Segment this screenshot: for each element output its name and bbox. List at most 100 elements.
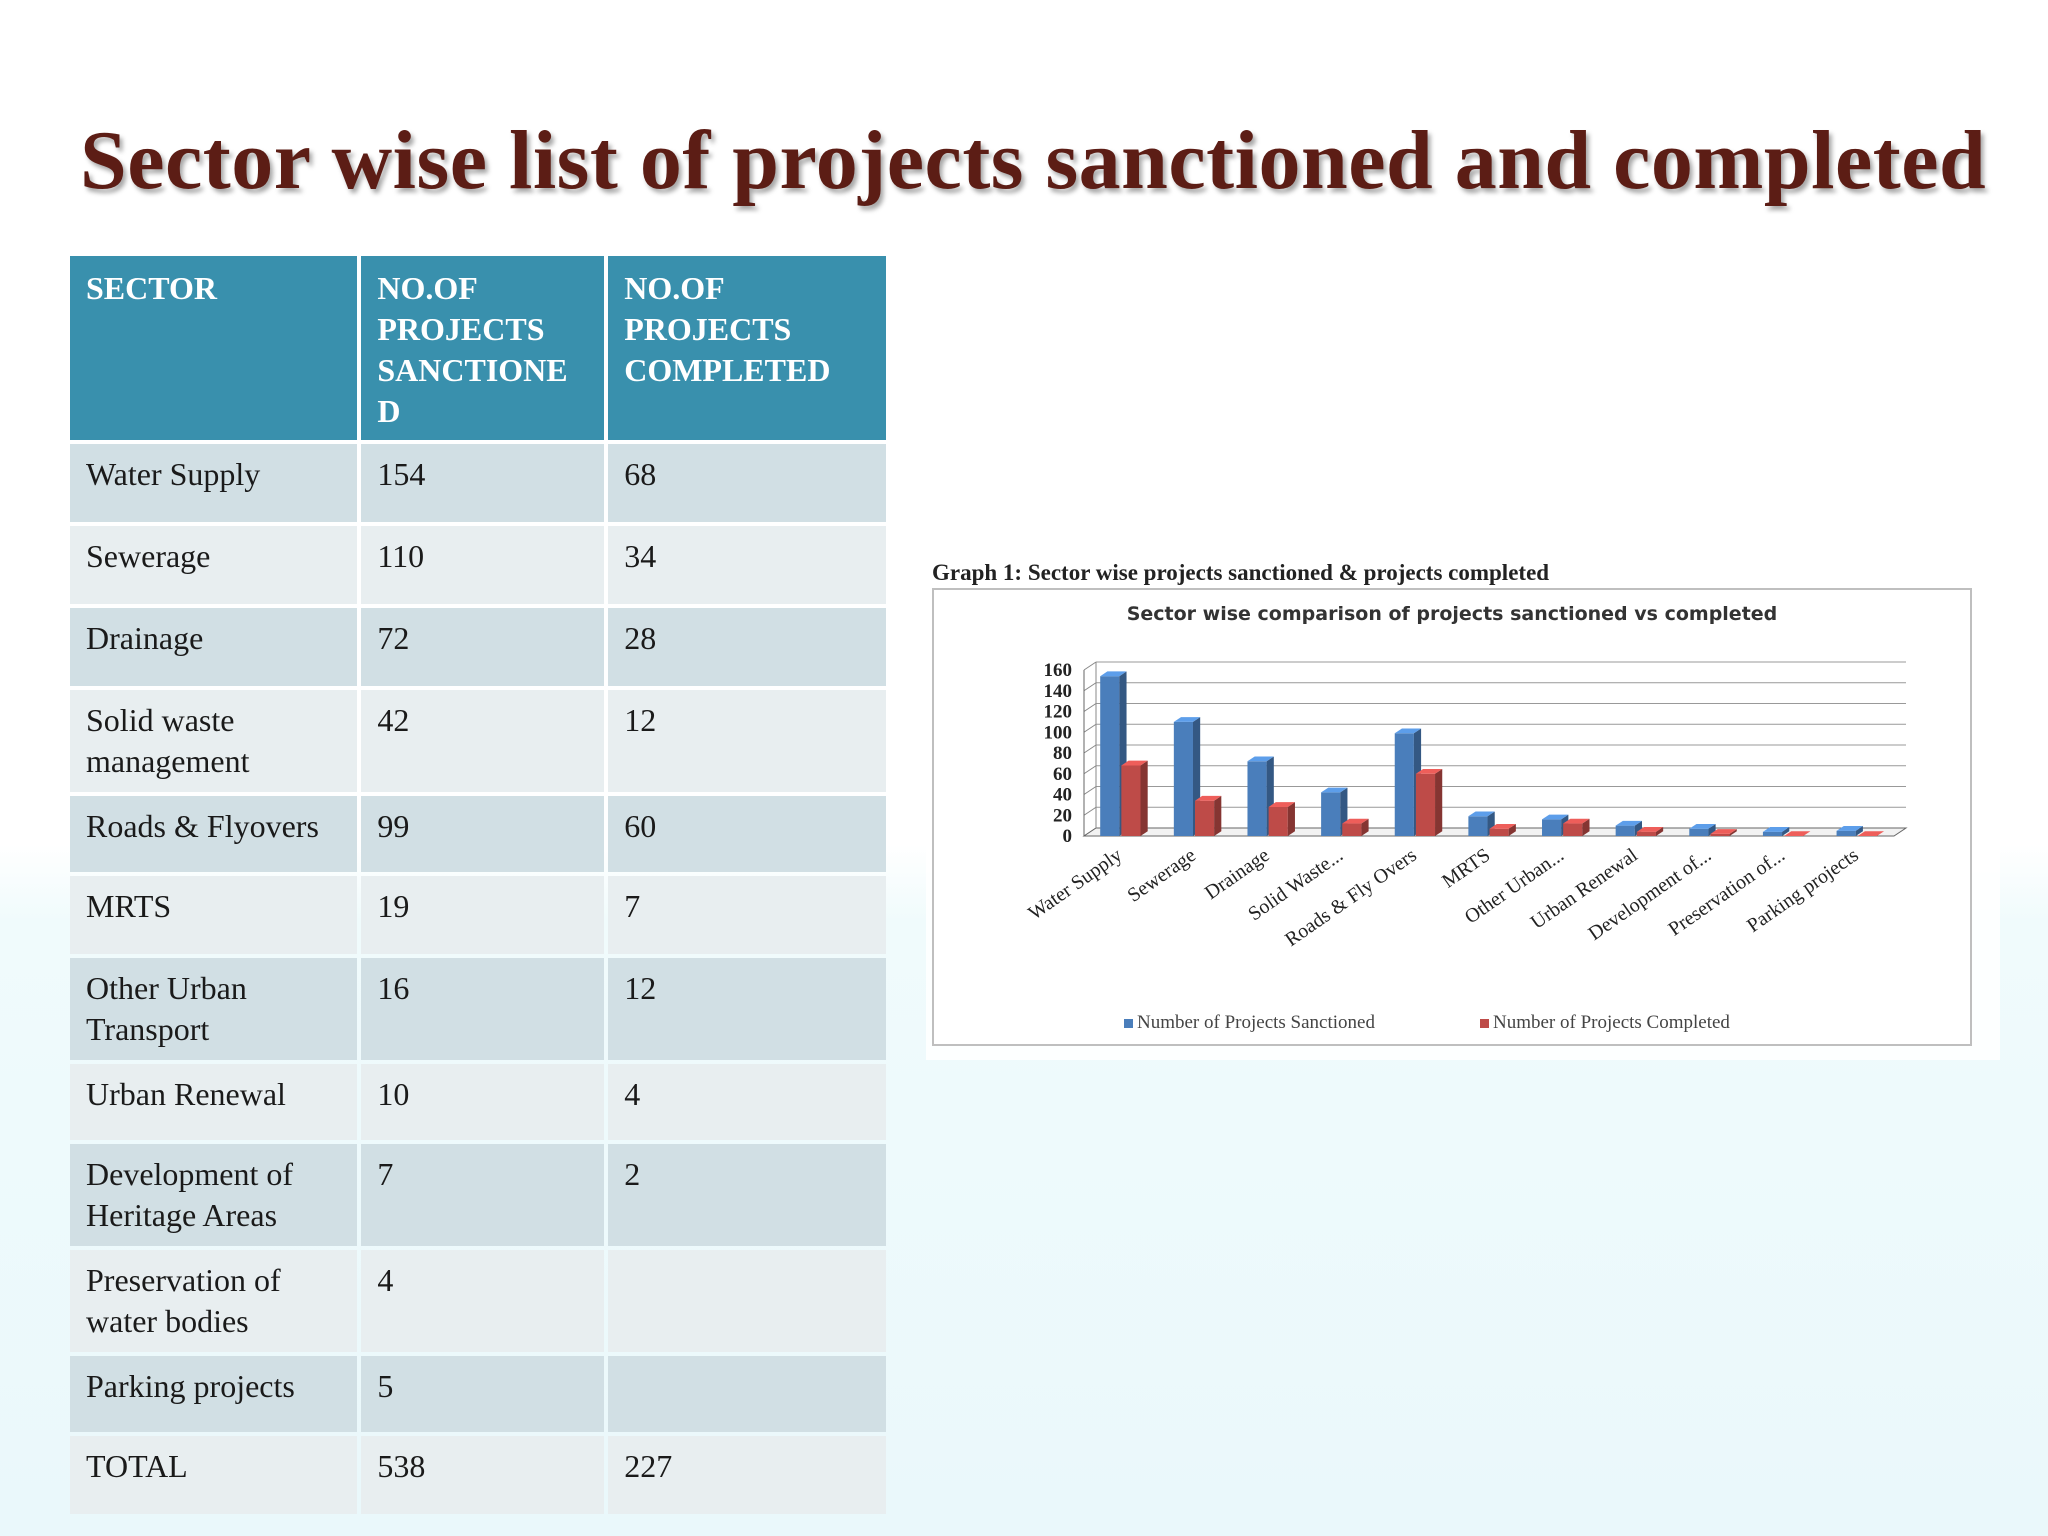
x-category-label: MRTS (1438, 844, 1494, 893)
completed-cell: 60 (608, 796, 886, 872)
bar-top (1268, 802, 1295, 807)
bar-top (1762, 827, 1790, 832)
sanctioned-cell: 19 (361, 876, 605, 954)
sector-cell: Drainage (70, 608, 358, 686)
completed-cell: 227 (608, 1436, 886, 1514)
sector-cell: Parking projects (70, 1356, 358, 1432)
bar-side (1582, 818, 1590, 836)
gridline-depth (1083, 786, 1097, 795)
gridline-depth (1083, 723, 1097, 733)
bar-top (1542, 814, 1569, 820)
bar-chart: Sector wise comparison of projects sanct… (1024, 603, 1908, 1033)
graph-caption: Graph 1: Sector wise projects sanctioned… (932, 560, 1550, 585)
bar-side (1708, 823, 1716, 836)
bar-side (1435, 768, 1443, 836)
table-row: Parking projects 5 (70, 1356, 886, 1432)
y-tick-label: 40 (1053, 785, 1072, 806)
sector-table: SECTOR NO.OF PROJECTS SANCTIONE D NO.OF … (66, 252, 890, 1518)
header-completed: NO.OF PROJECTS COMPLETED (608, 256, 886, 440)
table-row: Other Urban Transport 16 12 (70, 958, 886, 1060)
table-row: Preservation of water bodies 4 (70, 1250, 886, 1352)
completed-cell: 2 (608, 1144, 886, 1246)
completed-cell: 4 (608, 1064, 886, 1140)
bar-completed (1489, 828, 1509, 836)
y-tick-label: 80 (1053, 743, 1072, 764)
completed-cell: 68 (608, 444, 886, 522)
sanctioned-cell: 110 (361, 526, 605, 604)
bar-top (1415, 768, 1443, 774)
table-row: MRTS 19 7 (70, 876, 886, 954)
header-sector: SECTOR (70, 256, 358, 440)
bar-top (1836, 826, 1863, 831)
table-row: Roads & Flyovers 99 60 (70, 796, 886, 872)
y-tick-label: 160 (1044, 660, 1073, 681)
bar-completed (1194, 800, 1215, 836)
table-row: Drainage 72 28 (70, 608, 886, 686)
bar-sanctioned (1836, 830, 1856, 836)
bar-completed (1710, 833, 1730, 836)
bar-sanctioned (1542, 819, 1562, 836)
table-row: Water Supply 154 68 (70, 444, 886, 522)
sanctioned-cell: 5 (361, 1356, 605, 1432)
bar-side (1855, 826, 1863, 836)
sector-cell: Other Urban Transport (70, 958, 358, 1060)
gridline-depth (1083, 765, 1097, 775)
bar-top (1321, 787, 1348, 793)
x-category-label: Roads & Fly Overs (1281, 844, 1421, 951)
bar-side (1214, 795, 1222, 836)
gridline-depth (1083, 744, 1097, 754)
bar-completed (1121, 765, 1141, 836)
sanctioned-cell: 154 (361, 444, 605, 522)
bar-sanctioned (1615, 825, 1635, 836)
chart-frame: Sector wise comparison of projects sanct… (932, 588, 1972, 1046)
sector-cell: Roads & Flyovers (70, 796, 358, 872)
y-tick-label: 120 (1044, 702, 1073, 723)
bar-top (1489, 823, 1516, 829)
chart-title: Sector wise comparison of projects sanct… (1127, 603, 1778, 625)
bar-top (1636, 827, 1664, 832)
bar-top (1857, 831, 1885, 836)
table-header-row: SECTOR NO.OF PROJECTS SANCTIONE D NO.OF … (70, 256, 886, 440)
y-tick-label: 0 (1063, 826, 1073, 847)
sanctioned-cell: 42 (361, 690, 605, 792)
completed-cell: 12 (608, 690, 886, 792)
bar-top (1689, 823, 1716, 829)
sanctioned-cell: 538 (361, 1436, 605, 1514)
graph-panel: Graph 1: Sector wise projects sanctioned… (926, 540, 2000, 1060)
bar-top (1563, 818, 1590, 824)
bar-sanctioned (1247, 761, 1267, 836)
bar-sanctioned (1394, 733, 1414, 836)
legend-label: Number of Projects Completed (1493, 1012, 1730, 1033)
y-tick-label: 100 (1044, 722, 1073, 743)
bar-completed (1342, 823, 1362, 836)
bar-sanctioned (1100, 676, 1120, 836)
sanctioned-cell: 7 (361, 1144, 605, 1246)
bar-completed (1636, 831, 1656, 836)
bar-sanctioned (1321, 792, 1341, 836)
y-tick-label: 140 (1044, 681, 1073, 702)
bar-top (1342, 818, 1369, 824)
completed-cell: 34 (608, 526, 886, 604)
bar-top (1247, 756, 1274, 762)
header-sanctioned: NO.OF PROJECTS SANCTIONE D (361, 256, 605, 440)
bar-top (1121, 760, 1148, 766)
bar-sanctioned (1468, 816, 1488, 836)
table-row: Sewerage 110 34 (70, 526, 886, 604)
table-row-total: TOTAL 538 227 (70, 1436, 886, 1514)
slide-title: Sector wise list of projects sanctioned … (80, 114, 1987, 207)
bar-completed (1415, 773, 1436, 836)
table-row: Urban Renewal 10 4 (70, 1064, 886, 1140)
bar-completed (1268, 806, 1288, 836)
bar-top (1615, 820, 1642, 826)
bar-side (1729, 829, 1737, 836)
legend-swatch (1124, 1019, 1133, 1028)
bar-top (1100, 671, 1127, 677)
table-row: Development of Heritage Areas 7 2 (70, 1144, 886, 1246)
gridline-depth (1083, 682, 1097, 692)
bar-sanctioned (1173, 721, 1193, 836)
sector-cell: Water Supply (70, 444, 358, 522)
gridline-depth (1083, 661, 1097, 671)
sanctioned-cell: 16 (361, 958, 605, 1060)
sector-cell: Urban Renewal (70, 1064, 358, 1140)
sector-cell: Preservation of water bodies (70, 1250, 358, 1352)
